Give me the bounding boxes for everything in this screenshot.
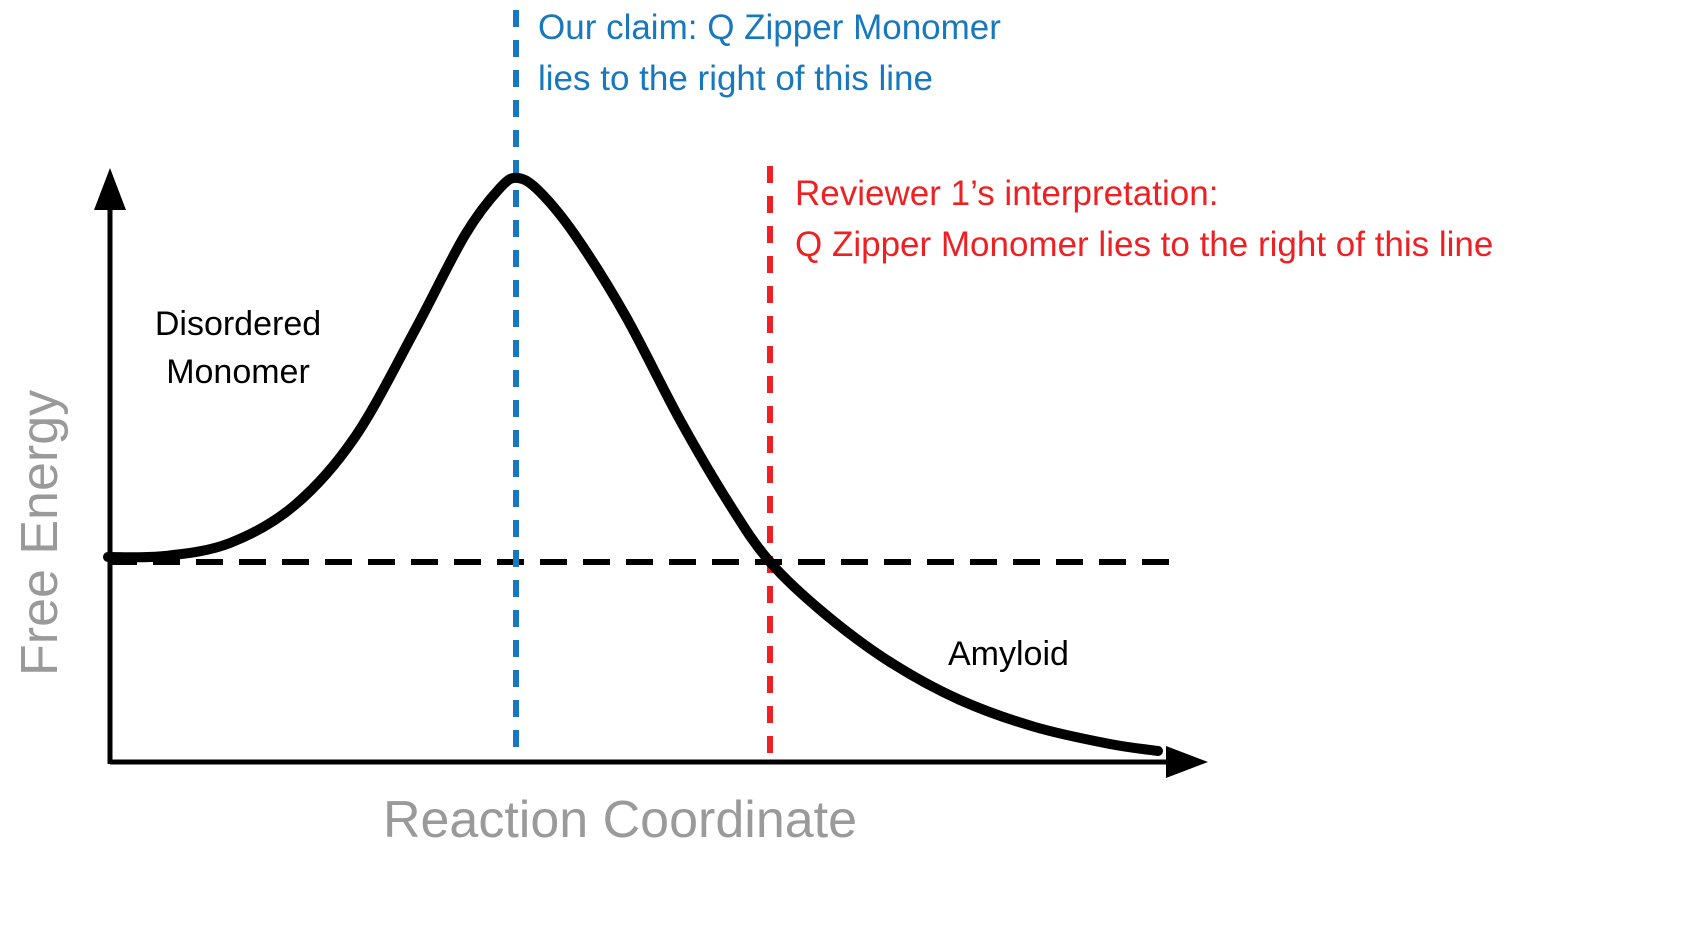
amyloid-label: Amyloid — [948, 635, 1069, 673]
claim-annotation-line1: Our claim: Q Zipper Monomer — [538, 8, 1001, 47]
x-axis-arrowhead — [1166, 746, 1208, 778]
disordered-monomer-label: Disordered Monomer — [128, 300, 348, 396]
claim-annotation: Our claim: Q Zipper Monomer lies to the … — [538, 2, 1001, 104]
reviewer-annotation: Reviewer 1’s interpretation: Q Zipper Mo… — [795, 168, 1493, 270]
disordered-monomer-label-line2: Monomer — [166, 353, 310, 391]
reviewer-annotation-line1: Reviewer 1’s interpretation: — [795, 174, 1219, 213]
reviewer-annotation-line2: Q Zipper Monomer lies to the right of th… — [795, 225, 1494, 264]
y-axis-arrowhead — [94, 168, 126, 210]
free-energy-curve — [103, 172, 1163, 756]
disordered-monomer-label-line1: Disordered — [154, 305, 322, 343]
y-axis-label: Free Energy — [11, 389, 69, 676]
x-axis-label: Reaction Coordinate — [382, 791, 858, 849]
claim-annotation-line2: lies to the right of this line — [538, 59, 933, 98]
